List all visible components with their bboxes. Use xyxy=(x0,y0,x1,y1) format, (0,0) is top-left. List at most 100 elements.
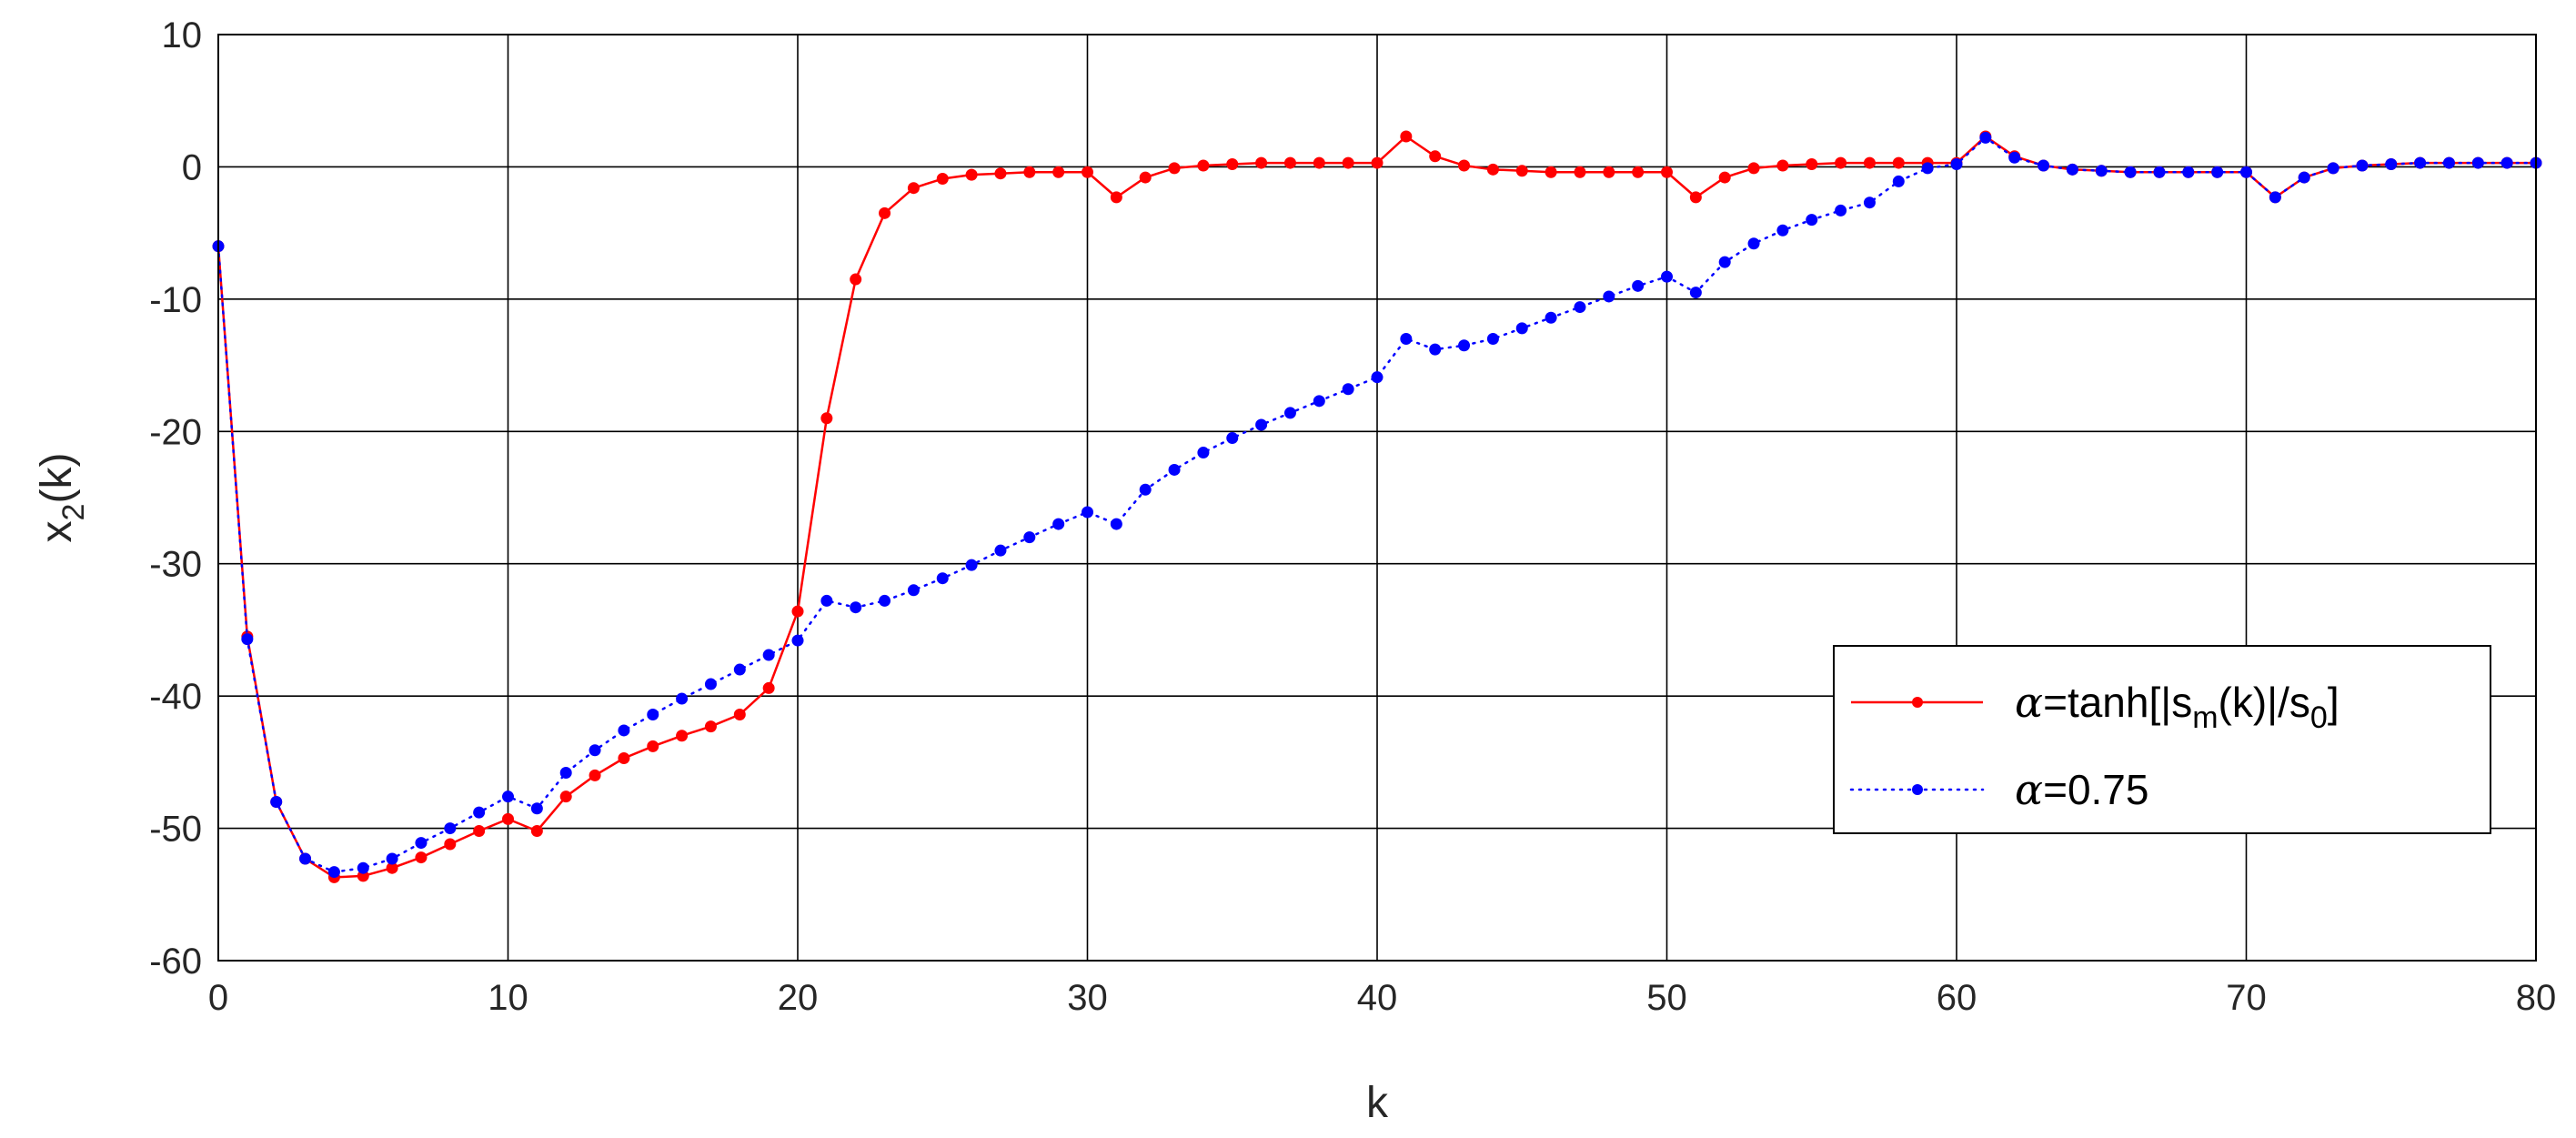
legend-marker-series-1 xyxy=(1912,697,1923,708)
legend-text-1b: (k)|/s xyxy=(2219,679,2310,726)
series-2-point-47 xyxy=(1574,301,1586,314)
legend-sub-1b: 0 xyxy=(2310,700,2328,735)
y-tick-label-0: 10 xyxy=(162,15,203,55)
series-1-point-33 xyxy=(1168,162,1181,175)
series-2-point-35 xyxy=(1226,432,1239,445)
series-1-point-52 xyxy=(1718,171,1731,184)
series-2-point-75 xyxy=(2385,158,2398,171)
series-1-point-51 xyxy=(1689,191,1702,204)
y-axis-label-sub: 2 xyxy=(56,504,91,521)
series-2-point-5 xyxy=(357,861,369,874)
series-1-point-24 xyxy=(907,182,920,195)
x-tick-label-7: 70 xyxy=(2226,978,2267,1018)
series-1-point-55 xyxy=(1806,158,1818,171)
series-2-point-26 xyxy=(965,559,978,571)
y-tick-label-4: -30 xyxy=(149,545,202,585)
series-1-point-45 xyxy=(1515,165,1528,177)
y-tick-label-1: 0 xyxy=(182,147,202,187)
series-2-point-76 xyxy=(2414,156,2427,169)
series-2-point-13 xyxy=(589,744,601,757)
series-1-point-41 xyxy=(1400,130,1413,143)
series-2-point-36 xyxy=(1255,418,1268,431)
series-1-point-17 xyxy=(704,720,717,733)
series-2-point-32 xyxy=(1139,483,1152,496)
series-2-point-70 xyxy=(2240,166,2252,178)
series-2-point-29 xyxy=(1052,518,1065,530)
series-2-point-40 xyxy=(1371,371,1384,384)
legend-label-series-1: α=tanh[|sm(k)|/s0] xyxy=(2015,678,2340,735)
legend: α=tanh[|sm(k)|/s0] α=0.75 xyxy=(1833,645,2491,834)
series-2-point-2 xyxy=(270,795,283,808)
legend-text-1a: =tanh[|s xyxy=(2043,679,2192,726)
series-2-point-72 xyxy=(2298,171,2310,184)
series-2-point-79 xyxy=(2501,156,2513,169)
series-2-point-30 xyxy=(1082,506,1093,519)
y-tick-label-5: -40 xyxy=(149,677,202,717)
series-1-point-13 xyxy=(589,769,601,781)
series-1-point-30 xyxy=(1082,166,1093,178)
series-1-point-35 xyxy=(1226,158,1239,171)
y-axis-label-tail: (k) xyxy=(33,453,81,504)
series-2-point-4 xyxy=(327,866,340,879)
series-1-point-42 xyxy=(1429,150,1442,163)
series-1-point-48 xyxy=(1603,166,1615,178)
x-tick-label-1: 10 xyxy=(488,978,528,1018)
legend-alpha-1: α xyxy=(2015,678,2043,727)
series-2-point-78 xyxy=(2471,156,2484,169)
series-2-point-17 xyxy=(704,678,717,690)
series-2-point-15 xyxy=(647,709,659,721)
series-2-point-18 xyxy=(733,663,746,676)
x-tick-label-2: 20 xyxy=(778,978,819,1018)
series-2-point-77 xyxy=(2442,156,2455,169)
series-2-point-44 xyxy=(1486,332,1499,345)
series-1-point-9 xyxy=(473,824,486,837)
series-2-point-25 xyxy=(936,572,949,585)
series-2-point-16 xyxy=(676,692,689,705)
series-2-point-28 xyxy=(1023,531,1036,544)
series-layer xyxy=(212,130,2542,883)
series-2-point-3 xyxy=(299,852,312,865)
x-tick-label-3: 30 xyxy=(1067,978,1108,1018)
series-2-point-6 xyxy=(386,852,398,865)
series-1-point-12 xyxy=(559,791,572,803)
series-2-point-27 xyxy=(994,544,1007,557)
x-tick-label-8: 80 xyxy=(2516,978,2557,1018)
y-axis-label: x2(k) xyxy=(33,453,91,543)
series-1-point-58 xyxy=(1892,156,1905,169)
series-1-point-15 xyxy=(647,740,659,752)
y-tick-labels: 10 0 -10 -20 -30 -40 -50 -60 xyxy=(149,15,202,982)
series-2-point-14 xyxy=(618,724,630,737)
series-1-point-29 xyxy=(1052,166,1065,178)
series-2-point-34 xyxy=(1197,447,1210,459)
series-1-point-36 xyxy=(1255,156,1268,169)
series-2-point-1 xyxy=(241,633,254,646)
series-2-point-20 xyxy=(791,634,804,647)
series-1-point-10 xyxy=(502,812,514,825)
series-1-point-46 xyxy=(1545,166,1557,178)
y-tick-label-6: -50 xyxy=(149,810,202,850)
legend-label-series-2: α=0.75 xyxy=(2015,765,2148,814)
x-tick-labels: 0 10 20 30 40 50 60 70 80 xyxy=(208,978,2556,1018)
x-tick-label-6: 60 xyxy=(1937,978,1977,1018)
series-1-point-53 xyxy=(1747,162,1760,175)
series-1-point-50 xyxy=(1661,166,1673,178)
series-1-point-8 xyxy=(444,838,457,851)
x-tick-label-5: 50 xyxy=(1646,978,1687,1018)
series-2-point-46 xyxy=(1545,311,1557,324)
series-2-point-22 xyxy=(850,601,862,614)
series-2-point-67 xyxy=(2153,166,2166,178)
series-1-point-31 xyxy=(1110,191,1122,204)
series-2-point-48 xyxy=(1603,290,1615,303)
series-1-point-47 xyxy=(1574,166,1586,178)
series-2-point-60 xyxy=(1950,158,1963,171)
series-2-point-24 xyxy=(907,584,920,597)
series-1-point-26 xyxy=(965,168,978,181)
series-2-point-53 xyxy=(1747,237,1760,250)
series-2-point-55 xyxy=(1806,214,1818,227)
plot-frame xyxy=(217,34,2537,962)
y-axis-label-main: x xyxy=(33,520,81,542)
legend-marker-series-2 xyxy=(1912,784,1923,795)
series-2-point-71 xyxy=(2269,191,2281,204)
series-1-point-23 xyxy=(879,206,891,219)
series-2-point-31 xyxy=(1110,518,1122,530)
